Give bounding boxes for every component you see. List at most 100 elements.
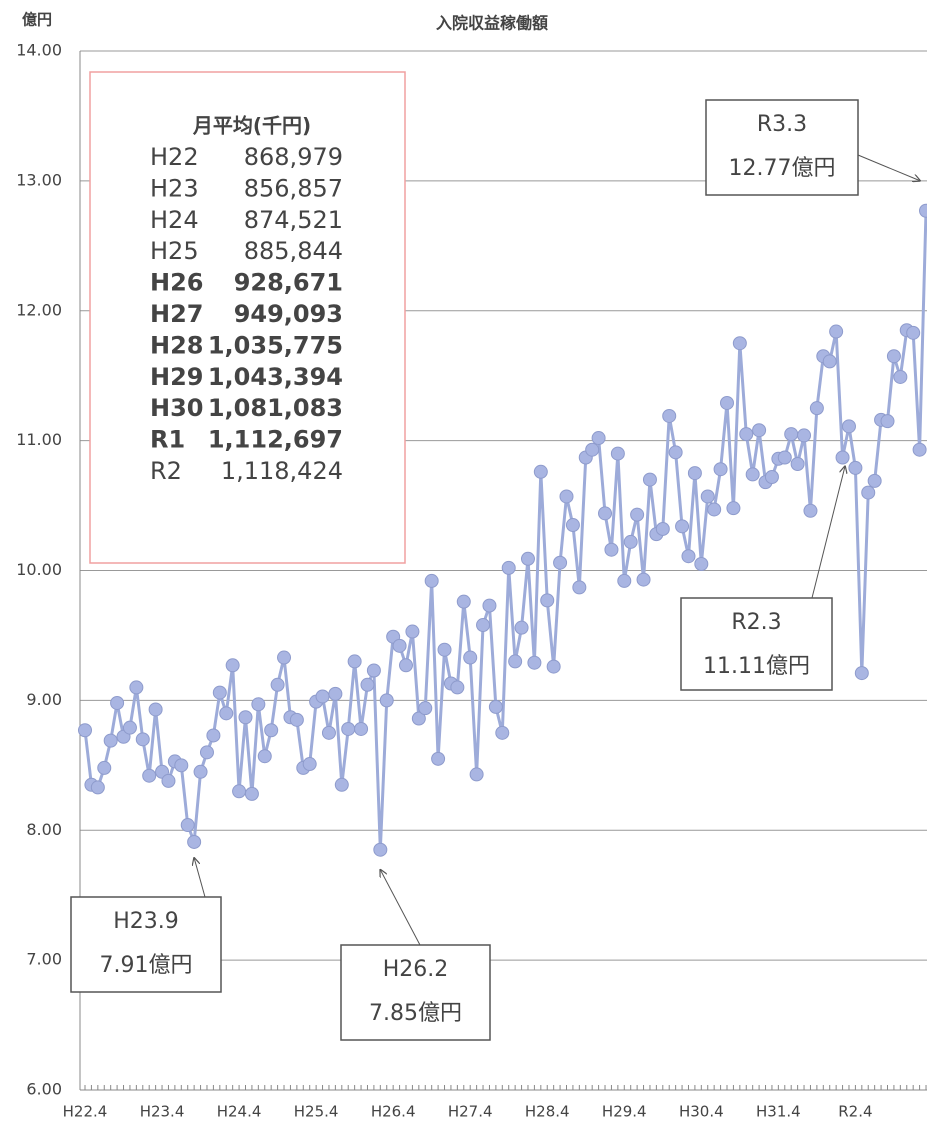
callout-text: H26.2: [383, 957, 449, 982]
data-point: [347, 654, 362, 669]
data-point: [591, 431, 606, 446]
data-point: [630, 507, 645, 522]
summary-value: 874,521: [244, 206, 343, 234]
data-point: [289, 712, 304, 727]
data-point: [476, 618, 491, 633]
callout-text: 7.85億円: [369, 1001, 462, 1026]
x-tick-label: R2.4: [838, 1103, 872, 1121]
callout-arrow: [194, 858, 206, 898]
y-tick-label: 6.00: [26, 1080, 62, 1099]
y-tick-label: 10.00: [16, 560, 62, 579]
summary-value: 856,857: [244, 174, 343, 202]
data-point: [399, 658, 413, 673]
data-point: [148, 702, 163, 717]
data-point: [354, 721, 369, 736]
data-point: [797, 428, 812, 443]
data-point: [418, 701, 433, 716]
data-point: [687, 466, 702, 481]
summary-value: 1,112,697: [208, 426, 343, 454]
data-point: [135, 732, 150, 747]
data-point: [78, 723, 92, 738]
data-point: [482, 598, 497, 613]
data-point: [90, 780, 105, 795]
y-tick-label: 14.00: [16, 41, 62, 60]
summary-box: [89, 71, 406, 564]
data-point: [867, 473, 882, 488]
summary-label: R2: [150, 457, 182, 485]
data-point: [841, 419, 856, 434]
summary-label: H24: [150, 206, 199, 234]
data-point: [251, 697, 266, 712]
data-point: [912, 442, 927, 457]
data-point: [366, 663, 381, 678]
x-tick-label: H31.4: [756, 1103, 801, 1121]
data-point: [732, 336, 747, 351]
data-point: [514, 620, 529, 635]
x-tick-label: H22.4: [63, 1103, 108, 1121]
callout-box: [705, 99, 859, 196]
data-point: [180, 818, 195, 833]
data-point: [707, 502, 722, 517]
summary-label: H30: [150, 394, 203, 422]
data-point: [142, 768, 157, 783]
data-point: [598, 506, 613, 521]
summary-value: 1,081,083: [208, 394, 343, 422]
callout-text: 12.77億円: [729, 156, 836, 181]
data-point: [520, 551, 535, 566]
data-point: [662, 408, 677, 423]
data-point: [822, 354, 837, 369]
data-point: [546, 659, 561, 674]
data-point: [488, 699, 503, 714]
data-point: [437, 642, 452, 657]
data-point: [411, 711, 426, 726]
data-point: [919, 203, 927, 218]
summary-label: R1: [150, 426, 185, 454]
summary-value: 868,979: [244, 143, 343, 171]
callout-box: [680, 597, 833, 691]
data-point: [244, 786, 259, 801]
summary-label: H23: [150, 174, 199, 202]
callout-text: 7.91億円: [100, 953, 193, 978]
summary-label: H26: [150, 269, 203, 297]
y-tick-label: 13.00: [16, 170, 62, 189]
data-point: [277, 650, 292, 665]
x-tick-label: H25.4: [294, 1103, 339, 1121]
data-point: [302, 757, 317, 772]
callout-text: 11.11億円: [703, 654, 810, 679]
data-point: [745, 467, 760, 482]
data-point: [681, 549, 696, 564]
data-point: [206, 728, 221, 743]
data-point: [790, 457, 805, 472]
data-point: [726, 501, 741, 516]
data-point: [334, 777, 349, 792]
data-point: [129, 680, 144, 695]
data-point: [264, 723, 279, 738]
data-point: [360, 677, 375, 692]
summary-label: H22: [150, 143, 199, 171]
y-tick-label: 9.00: [26, 690, 62, 709]
data-point: [906, 325, 921, 340]
data-point: [431, 751, 446, 766]
data-point: [829, 324, 844, 339]
callout-arrow: [380, 870, 421, 946]
data-point: [199, 745, 214, 760]
data-point: [655, 521, 670, 536]
y-tick-label: 12.00: [16, 300, 62, 319]
data-point: [610, 446, 625, 461]
data-point: [886, 349, 901, 364]
data-point: [713, 462, 728, 477]
data-point: [893, 369, 908, 384]
x-tick-label: H26.4: [371, 1103, 416, 1121]
callout-arrow: [811, 466, 845, 599]
callout-text: R2.3: [731, 610, 781, 635]
summary-value: 928,671: [234, 269, 343, 297]
y-tick-label: 11.00: [16, 430, 62, 449]
data-point: [193, 764, 208, 779]
data-point: [565, 518, 580, 533]
data-point: [187, 834, 202, 849]
summary-value: 885,844: [244, 237, 343, 265]
callout-text: H23.9: [113, 909, 179, 934]
data-point: [572, 580, 587, 595]
data-point: [854, 666, 869, 681]
